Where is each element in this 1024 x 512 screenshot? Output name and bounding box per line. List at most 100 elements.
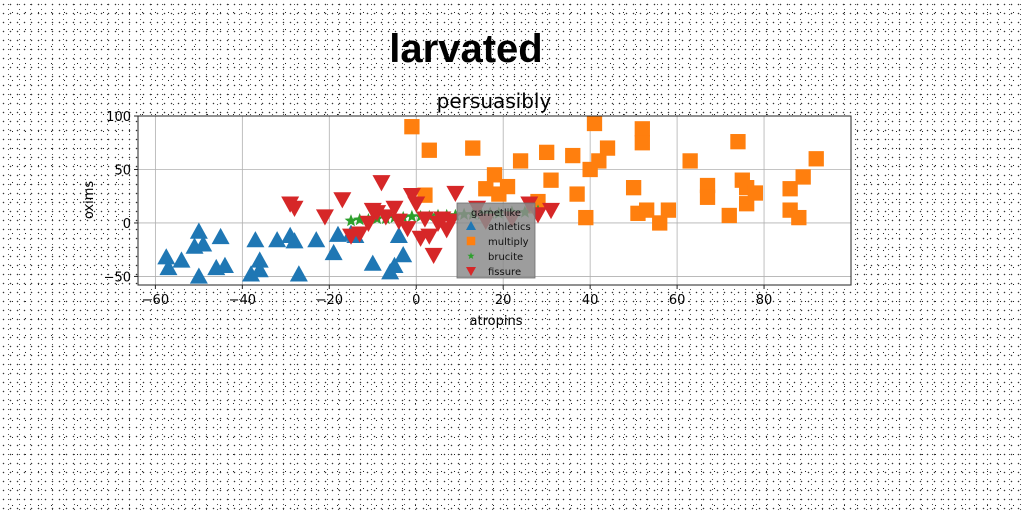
multiply-point bbox=[791, 209, 807, 226]
multiply-point bbox=[478, 181, 494, 197]
axis-ticks: −60 −40 −20 0 20 40 60 80 −50 0 50 100 bbox=[104, 110, 773, 308]
x-tick-label: −60 bbox=[142, 293, 169, 308]
multiply-point bbox=[660, 202, 677, 218]
multiply-point bbox=[465, 140, 481, 156]
multiply-point bbox=[699, 177, 716, 194]
x-tick-label: 20 bbox=[495, 293, 512, 308]
multiply-point bbox=[578, 209, 594, 226]
athletics-point bbox=[189, 267, 208, 284]
multiply-point bbox=[565, 147, 581, 164]
athletics-point bbox=[268, 231, 287, 248]
y-tick-label: 100 bbox=[106, 110, 131, 125]
data-marks bbox=[157, 115, 824, 284]
brucite-point bbox=[344, 214, 358, 227]
series-fissure bbox=[281, 175, 561, 265]
fissure-point bbox=[333, 192, 352, 209]
athletics-point bbox=[211, 227, 230, 245]
x-tick-label: −40 bbox=[229, 293, 256, 308]
athletics-point bbox=[324, 243, 343, 261]
athletics-point bbox=[394, 246, 413, 263]
fissure-point bbox=[446, 185, 465, 203]
legend-marker-multiply bbox=[466, 236, 476, 246]
fissure-point bbox=[368, 205, 387, 222]
multiply-point bbox=[586, 115, 603, 132]
fissure-point bbox=[350, 226, 369, 243]
athletics-point bbox=[289, 265, 308, 282]
legend-entry-brucite: brucite bbox=[467, 252, 523, 263]
athletics-point bbox=[157, 248, 176, 265]
athletics-point bbox=[189, 222, 208, 239]
fissure-point bbox=[420, 228, 439, 245]
fissure-point bbox=[542, 202, 561, 220]
legend-title: garnetlike bbox=[471, 208, 521, 219]
multiply-point bbox=[682, 153, 698, 169]
x-tick-label: 0 bbox=[412, 293, 420, 308]
legend-label-multiply: multiply bbox=[488, 237, 529, 248]
athletics-point bbox=[385, 256, 404, 273]
athletics-point bbox=[307, 231, 326, 248]
athletics-point bbox=[215, 256, 234, 273]
legend-label-fissure: fissure bbox=[488, 267, 521, 278]
athletics-point bbox=[363, 254, 382, 271]
fissure-point bbox=[402, 187, 421, 205]
multiply-point bbox=[625, 180, 642, 196]
x-tick-label: 60 bbox=[669, 293, 686, 308]
legend-marker-fissure bbox=[466, 267, 476, 276]
multiply-point bbox=[730, 134, 746, 150]
legend-entry-fissure: fissure bbox=[466, 267, 521, 278]
multiply-point bbox=[421, 142, 437, 158]
fissure-point bbox=[424, 247, 443, 265]
multiply-point bbox=[808, 151, 824, 167]
multiply-point bbox=[782, 181, 798, 197]
athletics-point bbox=[285, 232, 304, 249]
brucite-point bbox=[353, 213, 367, 226]
athletics-point bbox=[250, 261, 269, 278]
x-tick-label: 40 bbox=[582, 293, 599, 308]
athletics-point bbox=[242, 265, 261, 282]
multiply-point bbox=[652, 215, 668, 231]
y-tick-label: 0 bbox=[123, 217, 131, 232]
multiply-point bbox=[543, 172, 559, 188]
multiply-point bbox=[599, 140, 616, 156]
fissure-point bbox=[385, 200, 404, 217]
y-tick-label: −50 bbox=[104, 270, 131, 285]
brucite-point bbox=[405, 209, 419, 222]
multiply-point bbox=[539, 144, 555, 161]
legend: garnetlike athletics multiply brucite fissu… bbox=[456, 202, 536, 279]
y-axis-label: oxims bbox=[82, 181, 97, 220]
legend-entry-multiply: multiply bbox=[466, 236, 529, 248]
fissure-point bbox=[315, 209, 334, 226]
athletics-point bbox=[194, 235, 213, 252]
x-tick-label: −20 bbox=[316, 293, 343, 308]
legend-label-brucite: brucite bbox=[488, 252, 523, 263]
multiply-point bbox=[499, 178, 516, 195]
athletics-point bbox=[328, 225, 347, 242]
fissure-point bbox=[398, 221, 417, 238]
athletics-point bbox=[389, 226, 408, 243]
legend-entry-athletics: athletics bbox=[466, 221, 531, 233]
multiply-point bbox=[486, 167, 503, 183]
athletics-point bbox=[246, 231, 265, 248]
multiply-point bbox=[634, 121, 650, 137]
athletics-point bbox=[172, 251, 191, 268]
multiply-point bbox=[747, 185, 764, 201]
multiply-point bbox=[639, 202, 655, 218]
multiply-point bbox=[634, 135, 650, 151]
fissure-point bbox=[415, 211, 434, 228]
athletics-point bbox=[159, 258, 178, 276]
plot-frame bbox=[137, 115, 852, 286]
chart-suptitle: larvated bbox=[389, 27, 542, 71]
athletics-point bbox=[250, 251, 269, 268]
multiply-point bbox=[699, 189, 716, 205]
legend-label-athletics: athletics bbox=[488, 222, 531, 233]
fissure-point bbox=[376, 209, 395, 226]
fissure-point bbox=[389, 213, 408, 230]
legend-marker-brucite bbox=[467, 252, 475, 259]
legend-marker-athletics bbox=[466, 221, 476, 230]
fissure-point bbox=[359, 215, 378, 232]
fissure-point bbox=[442, 213, 461, 230]
multiply-point bbox=[591, 153, 607, 169]
multiply-point bbox=[569, 186, 585, 202]
multiply-point bbox=[795, 169, 811, 185]
